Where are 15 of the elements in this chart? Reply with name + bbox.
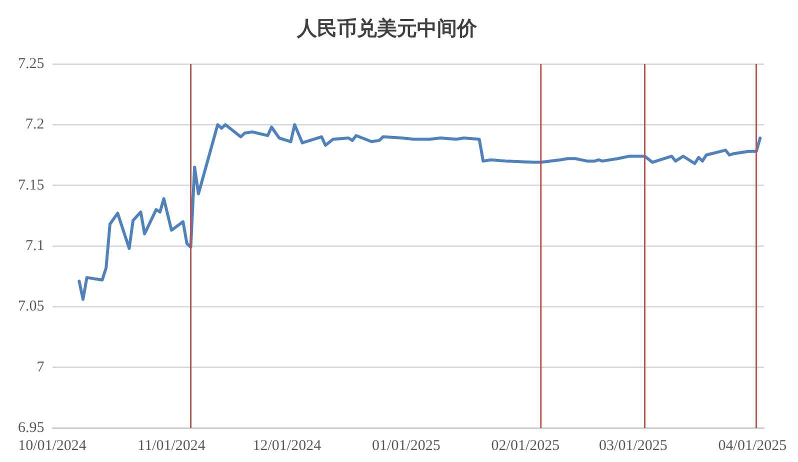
chart-title: 人民币兑美元中间价: [296, 17, 478, 40]
y-tick-label: 7.15: [18, 177, 44, 194]
x-tick-label: 12/01/2024: [252, 438, 322, 454]
y-tick-label: 7.05: [18, 298, 44, 315]
x-tick-label: 03/01/2025: [599, 438, 668, 454]
y-tick-label: 6.95: [18, 420, 44, 436]
x-tick-label: 02/01/2025: [491, 438, 560, 454]
x-tick-label: 04/01/2025: [718, 438, 787, 454]
x-tick-label: 11/01/2024: [138, 438, 206, 454]
x-tick-label: 10/01/2024: [18, 438, 87, 454]
y-tick-label: 7: [36, 359, 45, 376]
y-tick-label: 7.1: [26, 238, 44, 254]
x-tick-label: 01/01/2025: [372, 438, 440, 454]
y-tick-label: 7.2: [26, 116, 44, 133]
y-tick-label: 7.25: [18, 56, 44, 72]
